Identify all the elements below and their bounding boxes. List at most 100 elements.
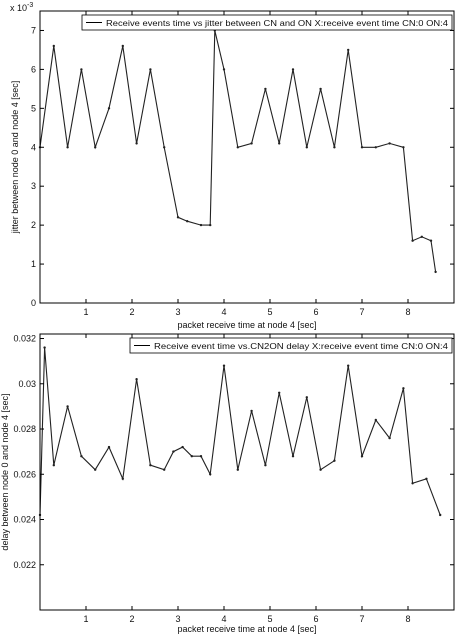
jitter-y-exponent-power: -3 xyxy=(27,2,33,9)
delay-data-point xyxy=(250,409,253,413)
delay-data-point xyxy=(360,455,364,458)
delay-data-point xyxy=(80,455,83,458)
delay-data-point xyxy=(66,405,69,408)
jitter-data-point xyxy=(360,146,364,149)
jitter-x-tick-label: 8 xyxy=(405,307,410,317)
jitter-y-tick-label: 6 xyxy=(31,64,36,74)
delay-data-point xyxy=(149,464,152,467)
delay-data-point xyxy=(181,445,184,449)
jitter-chart: 1 2 3 4 5 6 7 8 0 1 2 3 4 5 6 7 x 10-3 jitter between … xyxy=(10,2,455,330)
delay-data-point xyxy=(333,459,336,462)
jitter-y-tick-label: 2 xyxy=(31,220,36,230)
delay-y-axis-label: delay between node 0 and node 4 [sec] xyxy=(0,393,10,550)
delay-x-tick-label: 1 xyxy=(83,614,88,624)
jitter-x-tick-label: 4 xyxy=(221,307,226,317)
jitter-data-point xyxy=(149,68,152,71)
jitter-data-point xyxy=(66,146,69,149)
jitter-legend-box xyxy=(81,14,453,31)
jitter-data-point xyxy=(186,220,189,223)
jitter-data-point xyxy=(163,146,166,149)
jitter-x-tick-label: 2 xyxy=(129,307,134,317)
delay-series-line xyxy=(39,347,441,516)
jitter-data-point xyxy=(135,142,138,145)
jitter-y-exponent: x 10-3 xyxy=(10,2,33,13)
delay-data-point xyxy=(94,468,97,471)
delay-data-point xyxy=(319,468,322,471)
jitter-data-point xyxy=(374,146,377,149)
delay-plot-area xyxy=(38,346,442,517)
jitter-data-point xyxy=(209,223,212,227)
jitter-axes-frame xyxy=(39,10,455,304)
jitter-data-point xyxy=(420,235,423,238)
delay-x-tick-label: 2 xyxy=(129,614,134,624)
jitter-x-ticks: 1 2 3 4 5 6 7 8 xyxy=(83,11,411,317)
jitter-data-point xyxy=(176,216,180,219)
delay-data-point xyxy=(388,436,391,440)
delay-legend: Receive event time vs.CN2ON delay X:rece… xyxy=(129,337,453,354)
delay-x-tick-label: 7 xyxy=(359,614,364,624)
jitter-data-point xyxy=(52,44,55,48)
delay-data-point xyxy=(236,468,239,471)
delay-data-point xyxy=(425,477,428,480)
jitter-data-point xyxy=(402,146,405,149)
jitter-y-tick-label: 5 xyxy=(31,103,36,113)
jitter-data-point xyxy=(434,270,437,274)
delay-data-point xyxy=(135,378,138,381)
jitter-legend-label: Receive events time vs jitter between CN… xyxy=(106,18,448,28)
delay-data-point xyxy=(278,391,281,394)
delay-legend-label: Receive event time vs.CN2ON delay X:rece… xyxy=(154,341,448,351)
delay-x-tick-label: 8 xyxy=(405,614,410,624)
delay-x-tick-label: 4 xyxy=(221,614,226,624)
jitter-data-point xyxy=(319,87,322,91)
jitter-x-tick-label: 6 xyxy=(313,307,318,317)
delay-data-point xyxy=(209,473,212,476)
jitter-data-point xyxy=(264,87,267,91)
delay-data-point xyxy=(107,445,111,449)
jitter-y-tick-label: 1 xyxy=(31,259,36,269)
jitter-x-tick-label: 7 xyxy=(359,307,364,317)
delay-x-ticks: 1 2 3 4 5 6 7 8 xyxy=(83,334,411,624)
delay-data-point xyxy=(190,455,193,458)
jitter-data-point xyxy=(388,142,391,145)
delay-chart: 1 2 3 4 5 6 7 8 0.022 0.024 0.026 0.028 0.03 0.032 d… xyxy=(0,333,455,634)
jitter-y-tick-label: 0 xyxy=(31,298,36,308)
jitter-data-point xyxy=(305,146,308,149)
jitter-y-tick-label: 4 xyxy=(31,142,36,152)
jitter-data-point xyxy=(236,146,239,149)
jitter-x-tick-label: 5 xyxy=(267,307,272,317)
delay-data-point xyxy=(52,464,55,467)
jitter-data-point xyxy=(107,107,111,110)
delay-data-point xyxy=(402,387,405,390)
delay-data-point xyxy=(374,418,377,422)
delay-data-point xyxy=(411,482,414,485)
delay-data-point xyxy=(439,513,442,517)
jitter-x-axis-label: packet receive time at node 4 [sec] xyxy=(177,320,316,330)
jitter-x-tick-label: 3 xyxy=(175,307,180,317)
delay-legend-box xyxy=(129,337,453,354)
jitter-data-point xyxy=(121,44,125,48)
delay-data-point xyxy=(222,364,226,367)
jitter-y-tick-label: 3 xyxy=(31,181,36,191)
delay-x-tick-label: 5 xyxy=(267,614,272,624)
jitter-legend: Receive events time vs jitter between CN… xyxy=(81,14,453,31)
jitter-data-point xyxy=(411,239,414,242)
jitter-data-point xyxy=(278,142,281,145)
jitter-data-point xyxy=(429,239,433,242)
jitter-y-tick-label: 7 xyxy=(31,25,36,35)
jitter-y-axis-label: jitter between node 0 and node 4 [sec] xyxy=(10,81,20,235)
jitter-series-line xyxy=(39,30,437,272)
delay-y-ticks: 0.022 0.024 0.026 0.028 0.03 0.032 xyxy=(13,334,454,570)
delay-x-axis-label: packet receive time at node 4 [sec] xyxy=(177,624,316,634)
jitter-y-ticks: 0 1 2 3 4 5 6 7 xyxy=(31,25,454,308)
delay-data-point xyxy=(163,468,166,471)
delay-data-point xyxy=(347,364,350,367)
delay-x-tick-label: 6 xyxy=(313,614,318,624)
delay-y-tick-label: 0.024 xyxy=(13,515,36,525)
delay-data-point xyxy=(291,455,295,458)
jitter-data-point xyxy=(80,68,83,71)
jitter-data-point xyxy=(250,142,253,145)
jitter-x-tick-label: 1 xyxy=(83,307,88,317)
delay-data-point xyxy=(121,477,125,480)
delay-data-point xyxy=(264,464,267,467)
